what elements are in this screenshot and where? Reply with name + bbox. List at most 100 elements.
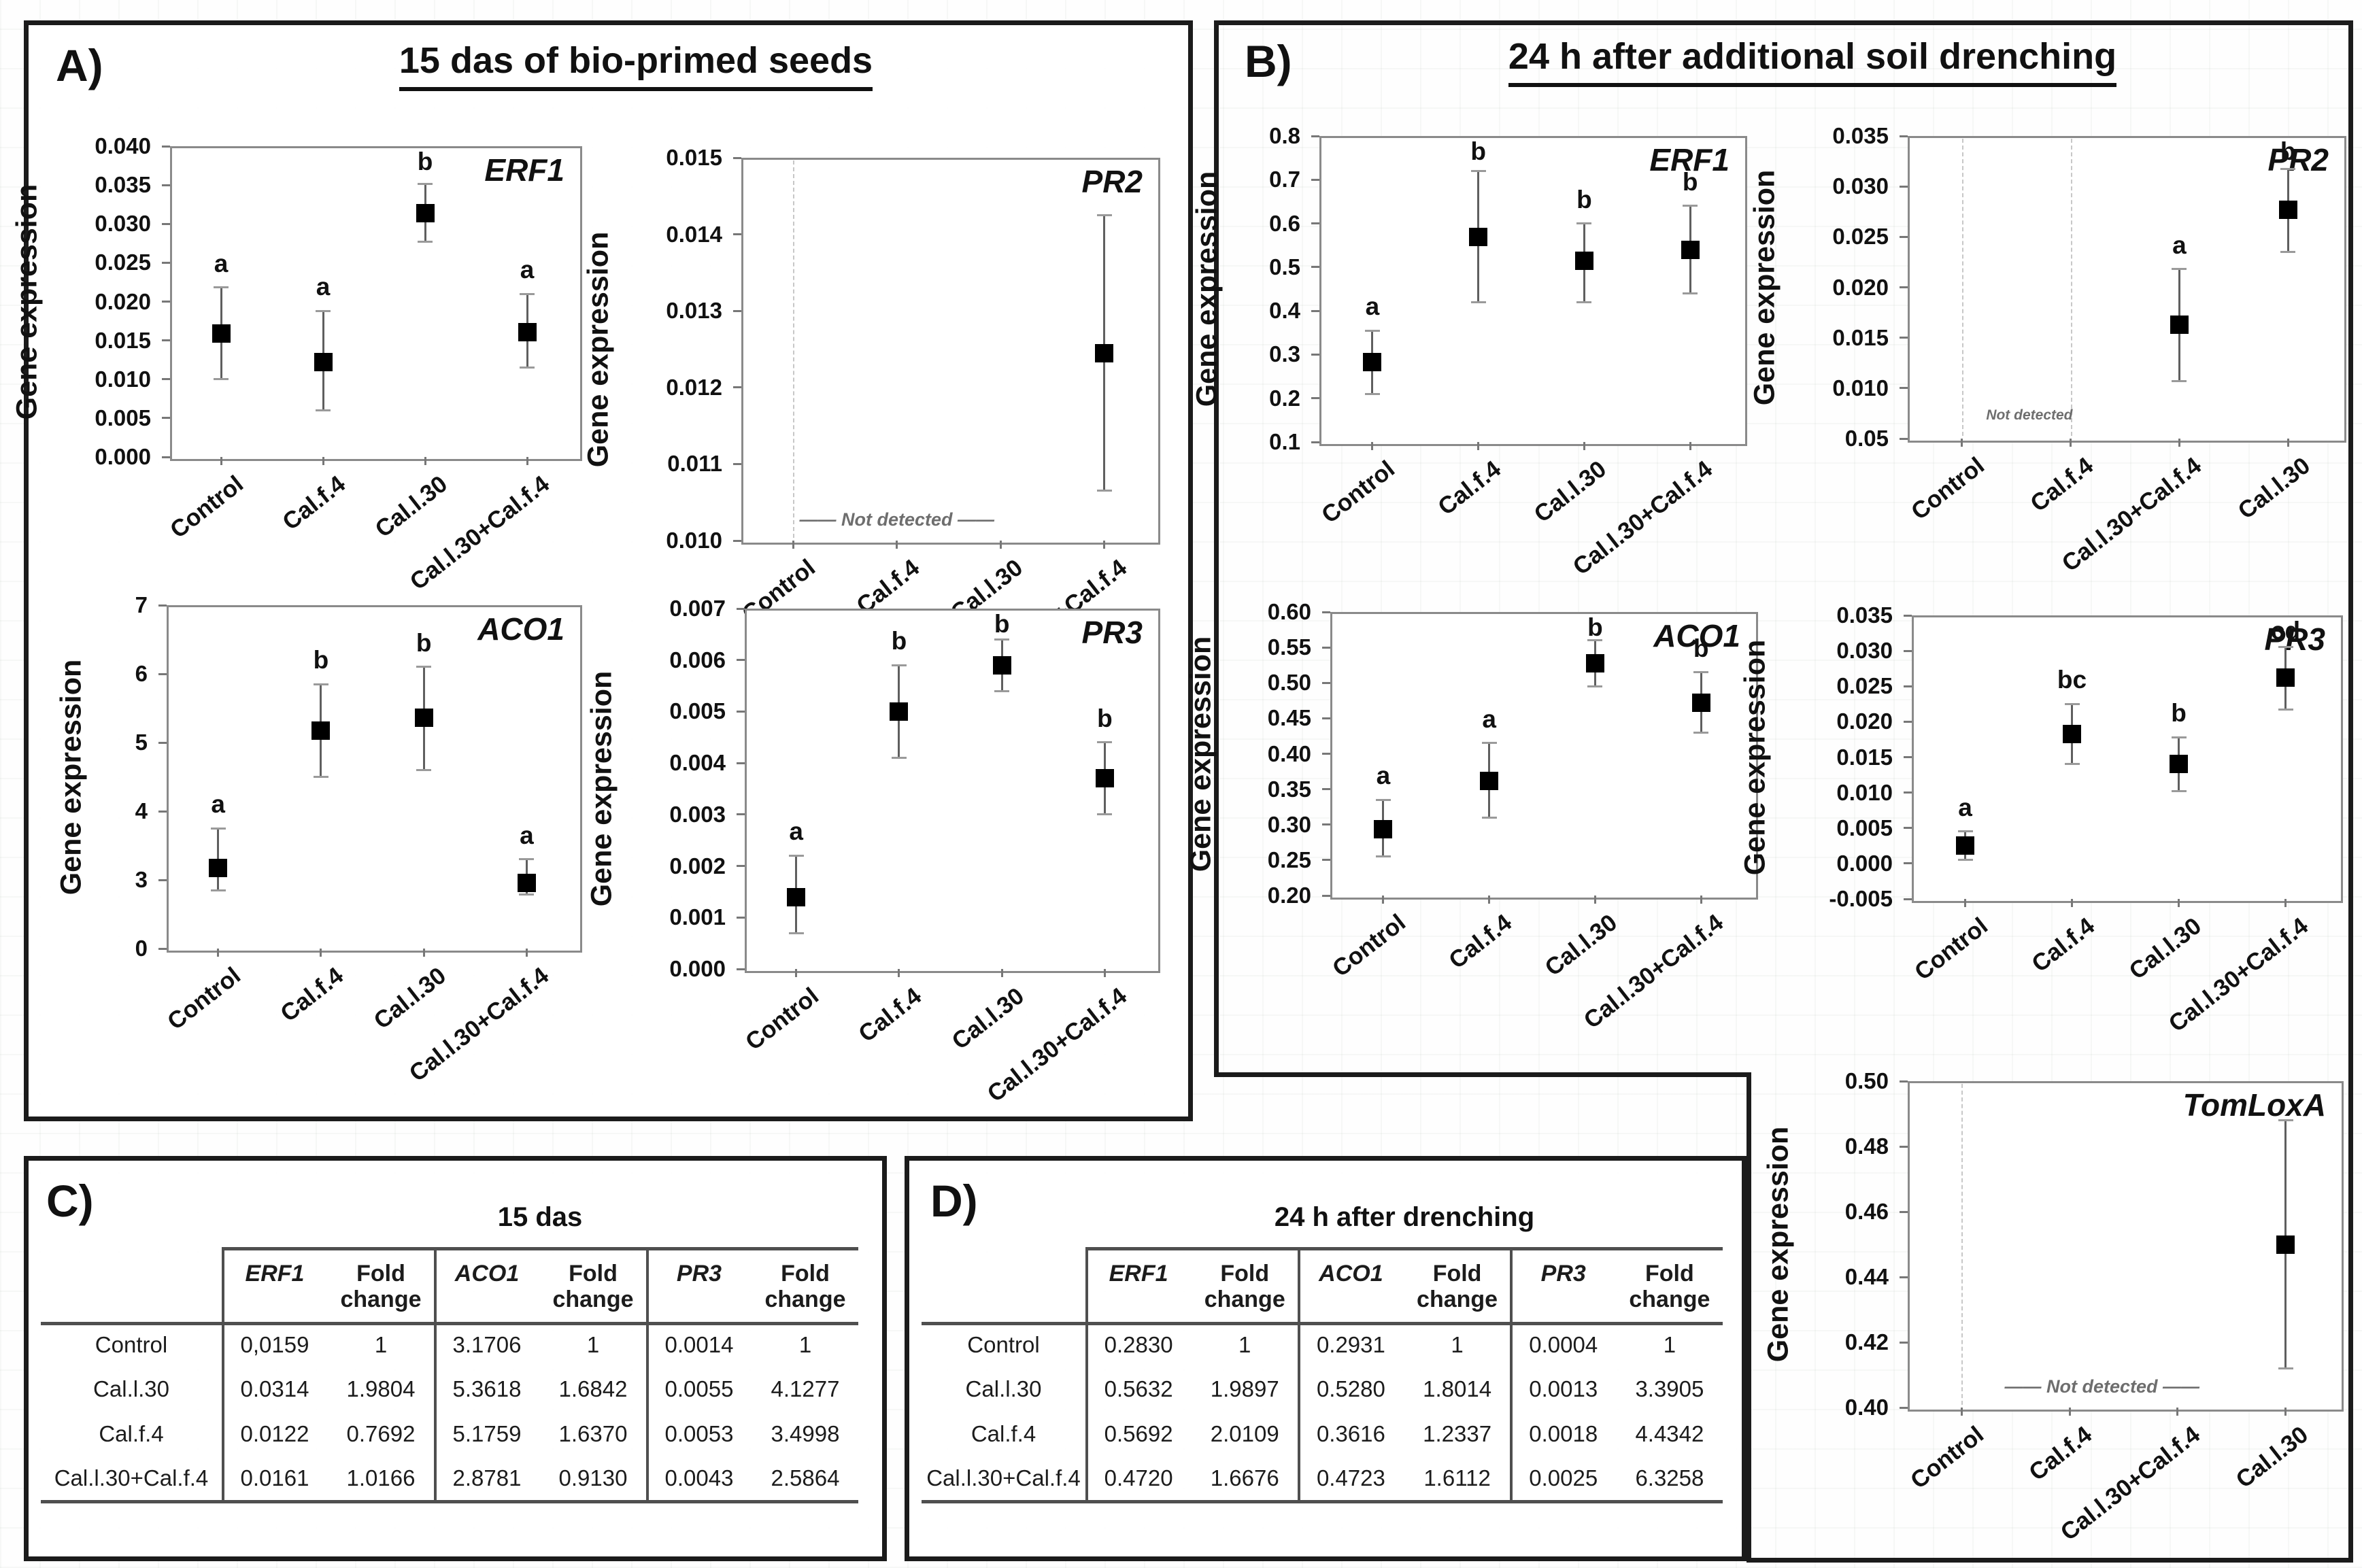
y-tick-mark [737, 865, 745, 868]
y-tick-mark [733, 233, 741, 236]
table-cell: 0.5692 [1104, 1420, 1173, 1446]
table-cell: 0,0159 [240, 1331, 309, 1357]
y-tick-mark [1311, 397, 1319, 400]
significance-letter: b [1097, 704, 1113, 732]
y-tick-mark [1900, 337, 1908, 339]
data-point-marker [2276, 668, 2295, 687]
y-tick-label: 0.005 [1836, 815, 1893, 840]
x-tick-mark [795, 969, 798, 977]
significance-letter: b [2171, 699, 2187, 728]
table-header-cell: Fold change [1204, 1261, 1285, 1312]
panel-d-box [905, 1156, 1747, 1561]
y-tick-label: 0.010 [666, 528, 722, 553]
y-axis-label: Gene expression [585, 670, 618, 907]
x-tick-mark [1103, 541, 1106, 549]
y-tick-label: 6 [135, 661, 148, 686]
y-tick-label: 0.45 [1267, 705, 1311, 731]
error-bar-cap-top [1587, 639, 1603, 642]
y-tick-mark [737, 607, 745, 610]
y-tick-label: 0.013 [666, 298, 722, 324]
y-tick-mark [1311, 222, 1319, 225]
y-axis-label: Gene expression [1190, 171, 1224, 407]
table-cell: 0.0122 [240, 1420, 309, 1446]
panel-d-label: D) [930, 1176, 978, 1226]
y-tick-label: 0.46 [1844, 1199, 1889, 1224]
table-header-cell: PR3 [1540, 1261, 1586, 1286]
y-tick-mark [733, 462, 741, 465]
table-cell: 3.1706 [452, 1331, 522, 1357]
significance-letter: a [1958, 793, 1972, 821]
y-axis-label: Gene expression [54, 659, 88, 895]
x-tick-mark [1371, 442, 1374, 450]
significance-letter: a [789, 817, 803, 846]
y-tick-mark [158, 879, 167, 881]
error-bar-cap-bottom [1957, 859, 1973, 862]
y-tick-mark [733, 539, 741, 542]
y-tick-mark [1900, 135, 1908, 137]
y-tick-mark [1900, 1276, 1908, 1278]
y-tick-label: 3 [135, 867, 148, 892]
table-header-cell: ACO1 [454, 1261, 520, 1286]
y-tick-label: 0.005 [669, 698, 726, 724]
data-point-marker [890, 702, 909, 721]
y-tick-label: 0.010 [1832, 375, 1889, 400]
table-cell: 3.3905 [1635, 1376, 1704, 1402]
error-bar-cap-bottom [416, 768, 432, 771]
x-tick-mark [2178, 439, 2180, 447]
significance-letter: a [214, 249, 229, 277]
y-tick-mark [158, 672, 167, 675]
table-cell: 0.2931 [1316, 1331, 1385, 1357]
y-tick-label: 0.5 [1269, 254, 1300, 279]
y-tick-label: 4 [135, 798, 148, 823]
chart-b_erf1-plot-area [1319, 136, 1747, 446]
not-detected-label: Not detected [1986, 407, 2073, 423]
chart-b_aco1-plot-area [1330, 612, 1758, 900]
panel-a-title: 15 das of bio-primed seeds [399, 39, 873, 91]
dashed-gridline [793, 160, 795, 538]
y-tick-label: 0.05 [1844, 426, 1889, 451]
x-tick-mark [2284, 1408, 2287, 1416]
y-tick-label: 0.000 [1836, 850, 1893, 876]
error-bar-cap-top [1375, 798, 1391, 801]
table-cell: 0.0055 [664, 1376, 734, 1402]
table-header-cell: ERF1 [245, 1261, 305, 1286]
table-cell: 1.0166 [346, 1465, 416, 1491]
panel-b-border-step-left [1747, 1072, 1751, 1563]
y-tick-mark [162, 184, 170, 186]
x-tick-mark [1488, 896, 1491, 904]
table-row-label: Cal.f.4 [99, 1420, 164, 1446]
y-tick-mark [162, 417, 170, 420]
significance-letter: a [1376, 762, 1391, 790]
table-cell: 0.0314 [240, 1376, 309, 1402]
x-tick-mark [320, 949, 322, 957]
y-tick-label: 0.020 [1836, 709, 1893, 734]
error-bar-cap-top [2172, 268, 2187, 271]
table-c-title: 15 das [497, 1202, 583, 1232]
panel-a-label: A) [56, 40, 103, 90]
x-tick-mark [898, 969, 900, 977]
data-point-marker [1374, 820, 1393, 839]
significance-letter: bc [2057, 666, 2087, 694]
y-tick-mark [162, 222, 170, 225]
error-bar-cap-top [214, 286, 229, 289]
panel-c-box [24, 1156, 887, 1561]
table-vertical-rule-3 [646, 1248, 649, 1501]
y-tick-mark [1900, 235, 1908, 238]
error-bar-cap-top [519, 858, 535, 861]
data-point-marker [311, 721, 331, 740]
y-tick-mark [162, 145, 170, 148]
gene-label: PR2 [1081, 164, 1143, 199]
x-tick-mark [2071, 899, 2073, 907]
dashed-gridline [1961, 1084, 1963, 1405]
y-tick-label: 0.000 [669, 956, 726, 981]
y-tick-label: 0.010 [1836, 779, 1893, 805]
x-tick-mark [1964, 899, 1966, 907]
table-cell: 0.0025 [1529, 1465, 1598, 1491]
data-point-marker [1095, 343, 1114, 362]
x-tick-mark [896, 541, 898, 549]
dashed-gridline [2070, 139, 2072, 436]
y-axis-label: Gene expression [1184, 636, 1217, 872]
error-bar-cap-bottom [2172, 379, 2187, 382]
y-tick-mark [1904, 756, 1912, 758]
data-point-marker [314, 353, 333, 372]
